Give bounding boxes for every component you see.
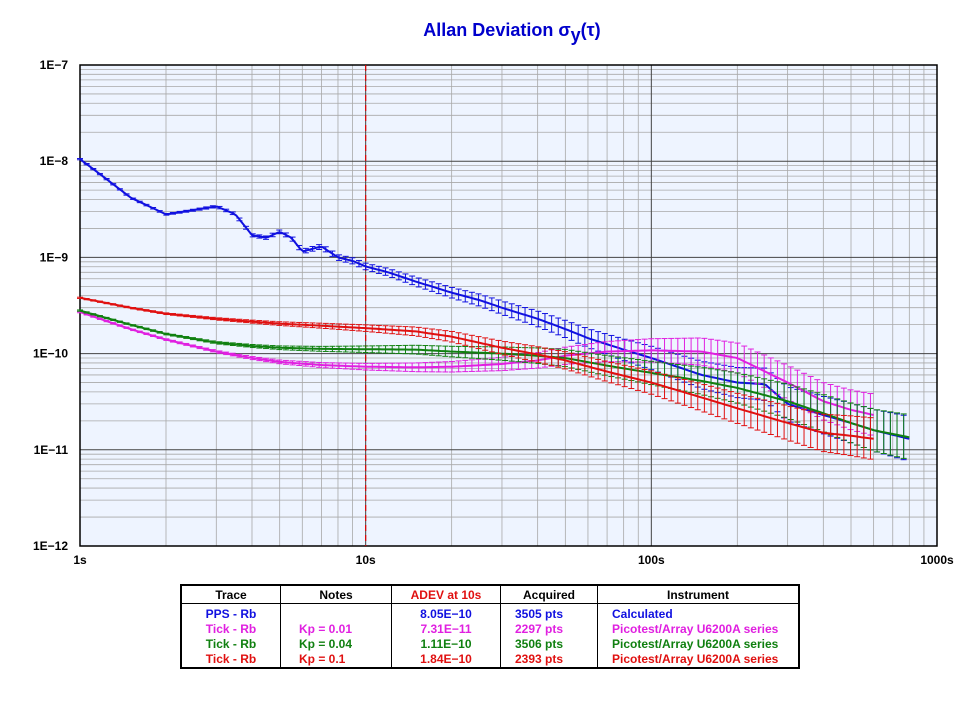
y-axis-tick-labels: 1E−7 1E−8 1E−9 1E−10 1E−11 1E−12 bbox=[33, 58, 68, 553]
header-instrument: Instrument bbox=[597, 584, 800, 604]
y-tick-label: 1E−9 bbox=[40, 250, 69, 264]
y-tick-label: 1E−11 bbox=[34, 443, 69, 457]
legend-header-row: Trace Notes ADEV at 10s Acquired Instrum… bbox=[180, 584, 800, 604]
y-tick-label: 1E−12 bbox=[33, 539, 68, 553]
y-tick-label: 1E−8 bbox=[40, 154, 69, 168]
legend-table: Trace Notes ADEV at 10s Acquired Instrum… bbox=[180, 584, 800, 669]
legend-cell-notes: Kp = 0.04 bbox=[280, 637, 392, 652]
legend-cell-trace: Tick - Rb bbox=[180, 652, 281, 668]
legend-cell-instrument: Picotest/Array U6200A series bbox=[597, 622, 800, 637]
plot-border bbox=[79, 64, 938, 547]
x-tick-label: 10s bbox=[356, 553, 376, 567]
chart-title: Allan Deviation σy(τ) bbox=[423, 20, 600, 45]
legend-cell-trace: Tick - Rb bbox=[180, 622, 281, 637]
legend-cell-acquired: 2297 pts bbox=[500, 622, 598, 637]
legend-row: Tick - Rb Kp = 0.01 7.31E−11 2297 pts Picote… bbox=[180, 622, 800, 637]
legend-cell-acquired: 2393 pts bbox=[500, 652, 598, 668]
header-acquired: Acquired bbox=[500, 584, 598, 604]
series-3-line bbox=[79, 296, 874, 440]
x-tick-label: 1s bbox=[73, 553, 87, 567]
legend-cell-adev: 1.84E−10 bbox=[391, 652, 501, 668]
legend-row: Tick - Rb Kp = 0.04 1.11E−10 3506 pts Picote… bbox=[180, 637, 800, 652]
allan-deviation-chart: Allan Deviation σy(τ) 1s 10s 100s 1000s 1E−… bbox=[33, 20, 954, 567]
header-adev: ADEV at 10s bbox=[391, 584, 501, 604]
y-tick-label: 1E−7 bbox=[40, 58, 69, 72]
legend-cell-adev: 1.11E−10 bbox=[391, 637, 501, 652]
x-tick-label: 1000s bbox=[920, 553, 954, 567]
plot-background bbox=[80, 65, 937, 546]
legend-row: PPS - Rb 8.05E−10 3505 pts Calculated bbox=[180, 603, 800, 622]
legend-cell-notes: Kp = 0.01 bbox=[280, 622, 392, 637]
legend-row: Tick - Rb Kp = 0.1 1.84E−10 2393 pts Picotes… bbox=[180, 652, 800, 668]
legend-cell-notes: Kp = 0.1 bbox=[280, 652, 392, 668]
series-1-line bbox=[79, 311, 874, 416]
legend-cell-instrument: Picotest/Array U6200A series bbox=[597, 637, 800, 652]
minor-gridlines bbox=[80, 65, 937, 546]
y-tick-label: 1E−10 bbox=[33, 347, 68, 361]
header-notes: Notes bbox=[280, 584, 392, 604]
legend-cell-trace: PPS - Rb bbox=[180, 603, 281, 622]
series-layer bbox=[77, 158, 910, 461]
header-trace: Trace bbox=[180, 584, 281, 604]
legend-cell-acquired: 3506 pts bbox=[500, 637, 598, 652]
x-axis-tick-labels: 1s 10s 100s 1000s bbox=[73, 553, 954, 567]
legend-cell-adev: 7.31E−11 bbox=[391, 622, 501, 637]
legend-cell-instrument: Picotest/Array U6200A series bbox=[597, 652, 800, 668]
legend-cell-instrument: Calculated bbox=[597, 603, 800, 622]
series-3-error-bars bbox=[77, 296, 874, 460]
legend-cell-notes bbox=[280, 603, 392, 622]
legend-cell-adev: 8.05E−10 bbox=[391, 603, 501, 622]
legend-cell-trace: Tick - Rb bbox=[180, 637, 281, 652]
series-3 bbox=[77, 296, 874, 460]
legend-cell-acquired: 3505 pts bbox=[500, 603, 598, 622]
x-tick-label: 100s bbox=[638, 553, 665, 567]
